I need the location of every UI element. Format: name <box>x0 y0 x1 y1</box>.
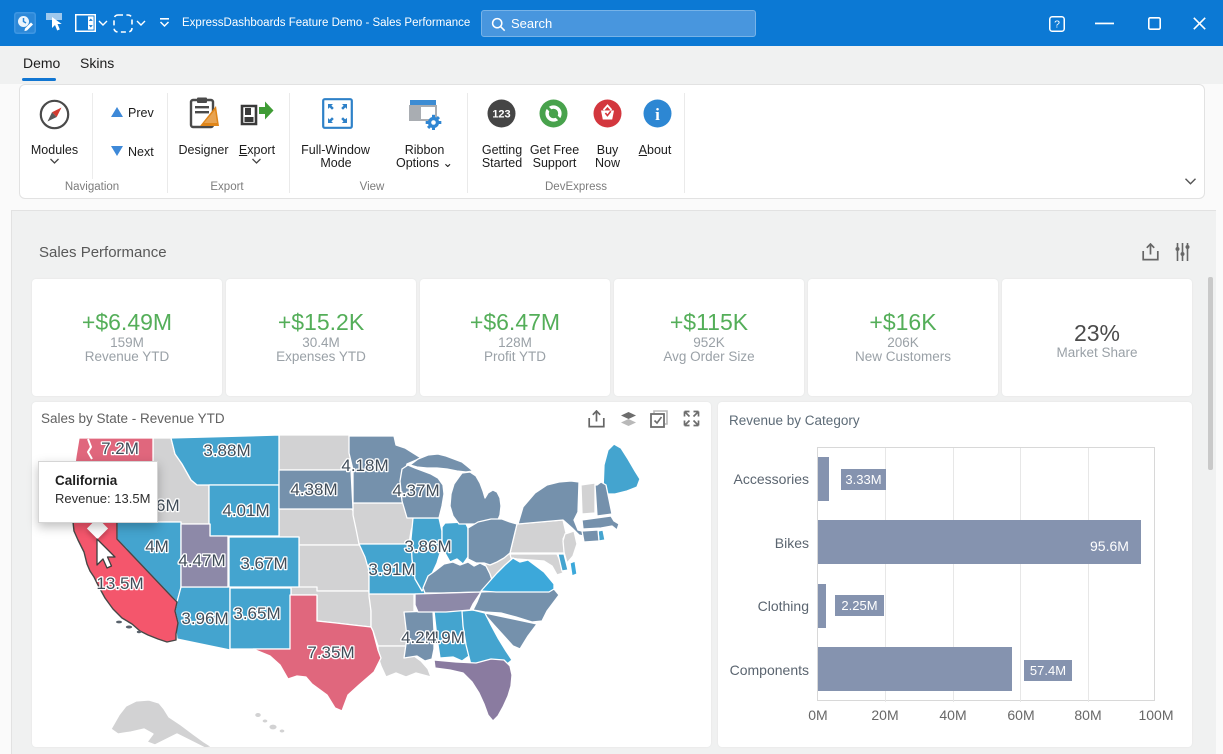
svg-text:3.88M: 3.88M <box>203 441 250 460</box>
svg-text:123: 123 <box>492 109 510 121</box>
svg-text:4.47M: 4.47M <box>178 551 225 570</box>
svg-text:4.18M: 4.18M <box>341 456 388 475</box>
svg-text:7.35M: 7.35M <box>307 643 354 662</box>
svg-text:4.38M: 4.38M <box>290 480 337 499</box>
svg-text:4.37M: 4.37M <box>392 481 439 500</box>
svg-text:4.01M: 4.01M <box>222 501 269 520</box>
svg-text:3.86M: 3.86M <box>404 537 451 556</box>
svg-text:3.67M: 3.67M <box>240 554 287 573</box>
svg-text:4M: 4M <box>145 537 169 556</box>
svg-text:4.9M: 4.9M <box>427 628 465 647</box>
svg-text:7.2M: 7.2M <box>101 439 139 458</box>
svg-text:3.65M: 3.65M <box>233 604 280 623</box>
svg-text:i: i <box>655 105 660 124</box>
svg-text:13.5M: 13.5M <box>96 574 143 593</box>
svg-text:3.96M: 3.96M <box>181 609 228 628</box>
svg-text:4.2M: 4.2M <box>401 628 439 647</box>
svg-text:3.91M: 3.91M <box>368 560 415 579</box>
svg-text:?: ? <box>1054 19 1060 31</box>
